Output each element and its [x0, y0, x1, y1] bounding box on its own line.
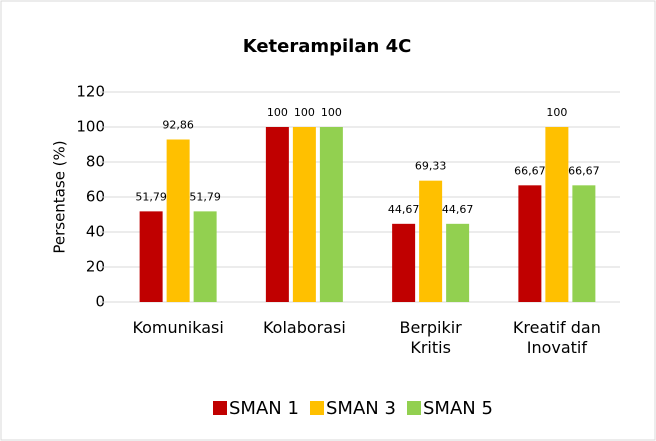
data-label: 66,67 — [514, 164, 546, 177]
bar — [545, 127, 569, 302]
data-label: 66,67 — [568, 164, 600, 177]
bar — [518, 185, 542, 302]
legend-swatch — [407, 401, 421, 415]
y-tick-label: 80 — [86, 153, 105, 171]
bar — [139, 211, 163, 302]
data-label: 100 — [294, 106, 315, 119]
y-tick-label: 120 — [76, 83, 105, 101]
data-label: 44,67 — [442, 203, 474, 216]
x-tick-label: Komunikasi — [132, 318, 224, 337]
bar — [319, 127, 343, 302]
y-tick-label: 100 — [76, 118, 105, 136]
bar — [265, 127, 289, 302]
y-tick-label: 40 — [86, 223, 105, 241]
bar — [292, 127, 316, 302]
bar — [193, 211, 217, 302]
data-label: 51,79 — [189, 190, 221, 203]
legend-swatch — [213, 401, 227, 415]
x-tick-label: Berpikir Kritis — [399, 318, 462, 357]
y-tick-label: 20 — [86, 258, 105, 276]
data-label: 100 — [267, 106, 288, 119]
y-axis-label: Persentase (%) — [51, 140, 69, 253]
data-label: 69,33 — [415, 160, 447, 173]
bar — [392, 223, 416, 302]
legend-label: SMAN 1 — [229, 398, 299, 419]
legend-label: SMAN 5 — [423, 398, 493, 419]
x-tick-label: Kreatif dan Inovatif — [512, 318, 601, 357]
y-tick-label: 60 — [86, 188, 105, 206]
legend-swatch — [310, 401, 324, 415]
bar — [419, 180, 443, 302]
x-tick-label: Kolaborasi — [262, 318, 346, 337]
bar — [446, 223, 470, 302]
data-label: 51,79 — [135, 190, 167, 203]
chart-title: Keterampilan 4C — [243, 36, 412, 57]
data-label: 92,86 — [162, 118, 194, 131]
legend-label: SMAN 3 — [326, 398, 396, 419]
data-label: 100 — [546, 106, 567, 119]
data-label: 44,67 — [388, 203, 420, 216]
bar — [166, 139, 190, 302]
data-label: 100 — [321, 106, 342, 119]
bar — [572, 185, 596, 302]
